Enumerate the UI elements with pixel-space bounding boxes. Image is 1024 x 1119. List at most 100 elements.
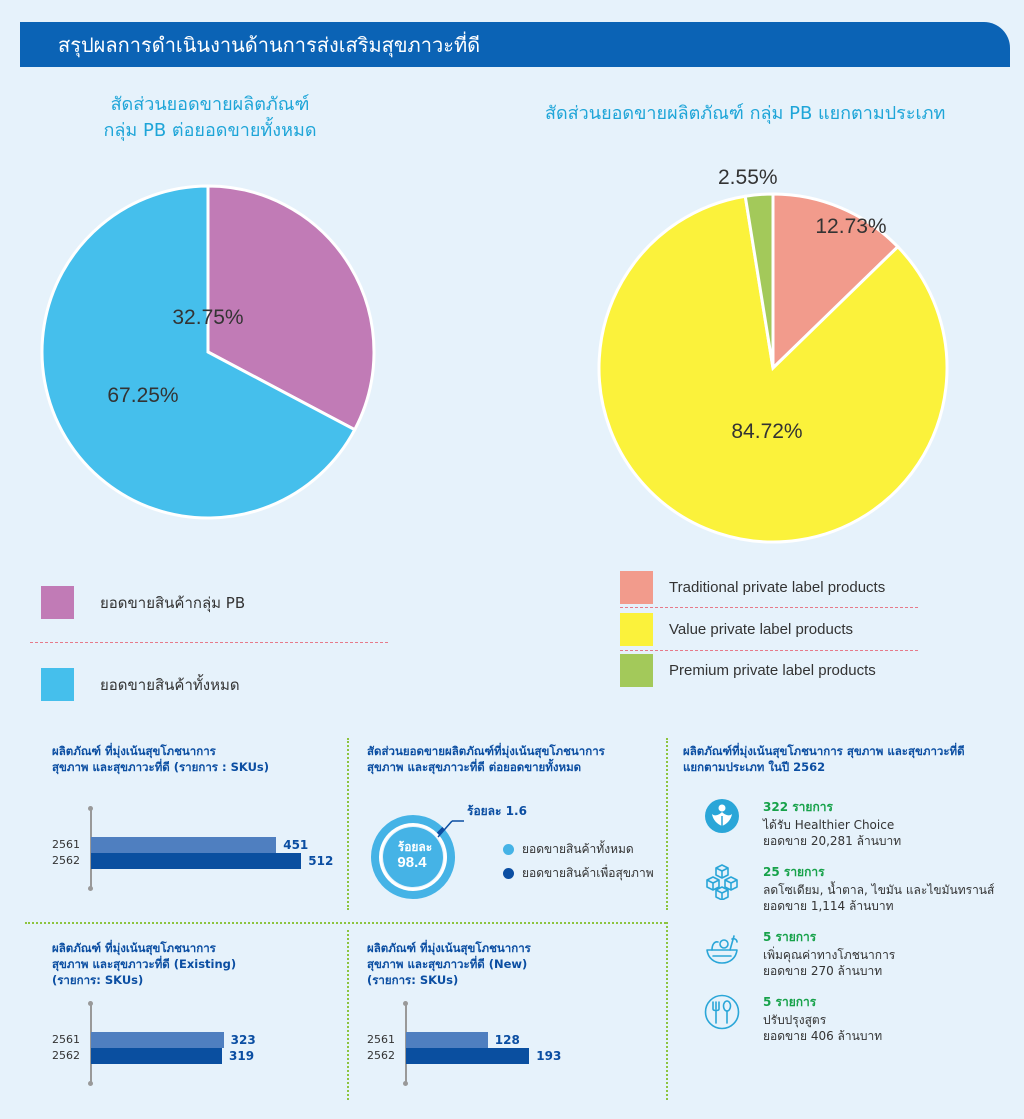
- donut-callout-line: [437, 820, 453, 838]
- bar3-axis-dot-0: [403, 1001, 408, 1006]
- categories-title-line2: แยกตามประเภท ในปี 2562: [683, 760, 826, 774]
- bar3-bar-value: 128: [494, 1033, 520, 1047]
- donut-title: สัดส่วนยอดขายผลิตภัณฑ์ที่มุ่งเน้นสุขโภชน…: [367, 743, 605, 775]
- bar2-axis-dot-1: [88, 1081, 93, 1086]
- donut-center-value: 98.4: [397, 854, 427, 871]
- legend-swatch-total: [41, 668, 74, 701]
- pie2-slice-0: [771, 192, 900, 372]
- category-sales: ยอดขาย 270 ล้านบาท: [763, 964, 883, 978]
- category-desc: ได้รับ Healthier Choice: [763, 818, 895, 832]
- categories-title-line1: ผลิตภัณฑ์ที่มุ่งเน้นสุขโภชนาการ สุขภาพ แ…: [683, 744, 965, 758]
- divider-v2-top: [666, 738, 668, 910]
- legend-label-pb: ยอดขายสินค้ากลุ่ม PB: [100, 593, 246, 612]
- bar1-bar-value: 451: [283, 838, 309, 852]
- categories-title: ผลิตภัณฑ์ที่มุ่งเน้นสุขโภชนาการ สุขภาพ แ…: [683, 743, 965, 775]
- bar1-axis: [90, 808, 92, 888]
- category-item-reduced: 25 รายการ ลดโซเดียม, น้ำตาล, ไขมัน และไข…: [763, 863, 994, 914]
- donut-small-label: ร้อยละ 1.6: [467, 804, 527, 818]
- pie1-title-line2: กลุ่ม PB ต่อยอดขายทั้งหมด: [103, 120, 317, 141]
- bar1-title-line1: ผลิตภัณฑ์ ที่มุ่งเน้นสุขโภชนาการ: [52, 744, 216, 758]
- fork-spoon-icon: [704, 994, 740, 1034]
- legend-label-traditional: Traditional private label products: [669, 579, 886, 596]
- pie1-title: สัดส่วนยอดขายผลิตภัณฑ์ กลุ่ม PB ต่อยอดขา…: [60, 92, 360, 144]
- donut-chart-health-share: ร้อยละ 98.4: [371, 815, 464, 899]
- divider-v1-top: [347, 738, 349, 910]
- bar2-axis: [90, 1003, 92, 1083]
- bar3-title-line2: สุขภาพ และสุขภาวะที่ดี (New): [367, 957, 528, 971]
- donut-title-line2: สุขภาพ และสุขภาวะที่ดี ต่อยอดขายทั้งหมด: [367, 760, 582, 774]
- legend-label-value: Value private label products: [669, 621, 853, 638]
- pie2-label-traditional: 12.73%: [815, 215, 886, 238]
- bar3-axis-dot-1: [403, 1081, 408, 1086]
- donut-legend: ยอดขายสินค้าทั้งหมด ยอดขายสินค้าเพื่อสุข…: [503, 840, 654, 883]
- bar3-year-label: 2561: [367, 1033, 395, 1046]
- bar1-axis-dot-0: [88, 806, 93, 811]
- pie1-slice-1: [40, 184, 357, 520]
- category-desc: เพิ่มคุณค่าทางโภชนาการ: [763, 948, 896, 962]
- legend-swatch-premium: [620, 654, 653, 687]
- bar2-year-label: 2561: [52, 1033, 80, 1046]
- category-count: 25 รายการ: [763, 865, 825, 879]
- pie2-label-value: 84.72%: [731, 420, 802, 443]
- legend-item-traditional: Traditional private label products: [620, 571, 885, 604]
- legend-swatch-value: [620, 613, 653, 646]
- pie-chart-pb-by-type: 12.73% 84.72%: [597, 192, 949, 544]
- legend-item-value: Value private label products: [620, 613, 853, 646]
- bar2-bar-value: 319: [229, 1049, 255, 1063]
- bar2-title-line2: สุขภาพ และสุขภาวะที่ดี (Existing): [52, 957, 237, 971]
- bar2-title-line1: ผลิตภัณฑ์ ที่มุ่งเน้นสุขโภชนาการ: [52, 941, 216, 955]
- healthier-choice-icon: [704, 798, 740, 838]
- category-count: 5 รายการ: [763, 995, 817, 1009]
- pie1-label-pb: 32.75%: [172, 306, 243, 329]
- bar3-year-label: 2562: [367, 1049, 395, 1062]
- category-desc: ลดโซเดียม, น้ำตาล, ไขมัน และไขมันทรานส์: [763, 883, 995, 897]
- bar1-bar-2561: [91, 837, 277, 853]
- donut-legend-label-total: ยอดขายสินค้าทั้งหมด: [522, 842, 634, 856]
- legend-divider: [30, 642, 388, 643]
- donut-center-prefix: ร้อยละ: [398, 840, 432, 854]
- donut-legend-label-health: ยอดขายสินค้าเพื่อสุขภาพ: [522, 866, 654, 880]
- bar2-bar-2562: [91, 1048, 223, 1064]
- bar1-year-label: 2561: [52, 838, 80, 851]
- bar2-bar-value: 323: [230, 1033, 256, 1047]
- pie-chart-pb-share: 32.75% 67.25%: [40, 184, 376, 520]
- pie2-slice-2: [743, 192, 775, 369]
- bar1-bar-value: 512: [308, 854, 334, 868]
- legend-label-total: ยอดขายสินค้าทั้งหมด: [100, 675, 240, 694]
- pie2-slice-1: [597, 194, 949, 544]
- pie1-slice-0: [206, 184, 376, 432]
- bar2-bar-2561: [91, 1032, 224, 1048]
- legend-item-total: ยอดขายสินค้าทั้งหมด: [41, 668, 240, 701]
- vegetable-bowl-icon: [704, 930, 740, 970]
- legend-item-pb: ยอดขายสินค้ากลุ่ม PB: [41, 586, 245, 619]
- divider-h: [25, 922, 666, 924]
- legend-label-premium: Premium private label products: [669, 662, 876, 679]
- pie1-label-total: 67.25%: [107, 384, 178, 407]
- donut-center-fill: [383, 827, 443, 887]
- page-title: สรุปผลการดำเนินงานด้านการส่งเสริมสุขภาวะ…: [58, 33, 481, 57]
- bar2-title: ผลิตภัณฑ์ ที่มุ่งเน้นสุขโภชนาการ สุขภาพ …: [52, 940, 236, 988]
- bar2-title-line3: (รายการ: SKUs): [52, 973, 144, 987]
- donut-legend-dot-health: [503, 868, 514, 879]
- category-sales: ยอดขาย 1,114 ล้านบาท: [763, 899, 894, 913]
- divider-v2-bottom: [666, 922, 668, 1100]
- bar1-bar-2562: [91, 853, 302, 869]
- legend-swatch-traditional: [620, 571, 653, 604]
- legend-divider-2: [620, 650, 918, 651]
- pie2-label-premium: 2.55%: [718, 166, 778, 189]
- donut-arc-0: [371, 815, 455, 899]
- category-count: 5 รายการ: [763, 930, 817, 944]
- category-count: 322 รายการ: [763, 800, 833, 814]
- legend-item-premium: Premium private label products: [620, 654, 876, 687]
- bar1-axis-dot-1: [88, 886, 93, 891]
- bar-chart-existing-skus: 2561 323 2562 319: [48, 1001, 338, 1089]
- bar2-axis-dot-0: [88, 1001, 93, 1006]
- legend-divider-1: [620, 607, 918, 608]
- bar3-bar-2561: [406, 1032, 488, 1048]
- category-item-nutrition: 5 รายการ เพิ่มคุณค่าทางโภชนาการ ยอดขาย 2…: [763, 928, 895, 979]
- bar3-title-line1: ผลิตภัณฑ์ ที่มุ่งเน้นสุขโภชนาการ: [367, 941, 531, 955]
- category-desc: ปรับปรุงสูตร: [763, 1013, 827, 1027]
- donut-legend-dot-total: [503, 844, 514, 855]
- bar3-axis: [405, 1003, 407, 1083]
- category-item-healthier-choice: 322 รายการ ได้รับ Healthier Choice ยอดขา…: [763, 798, 901, 849]
